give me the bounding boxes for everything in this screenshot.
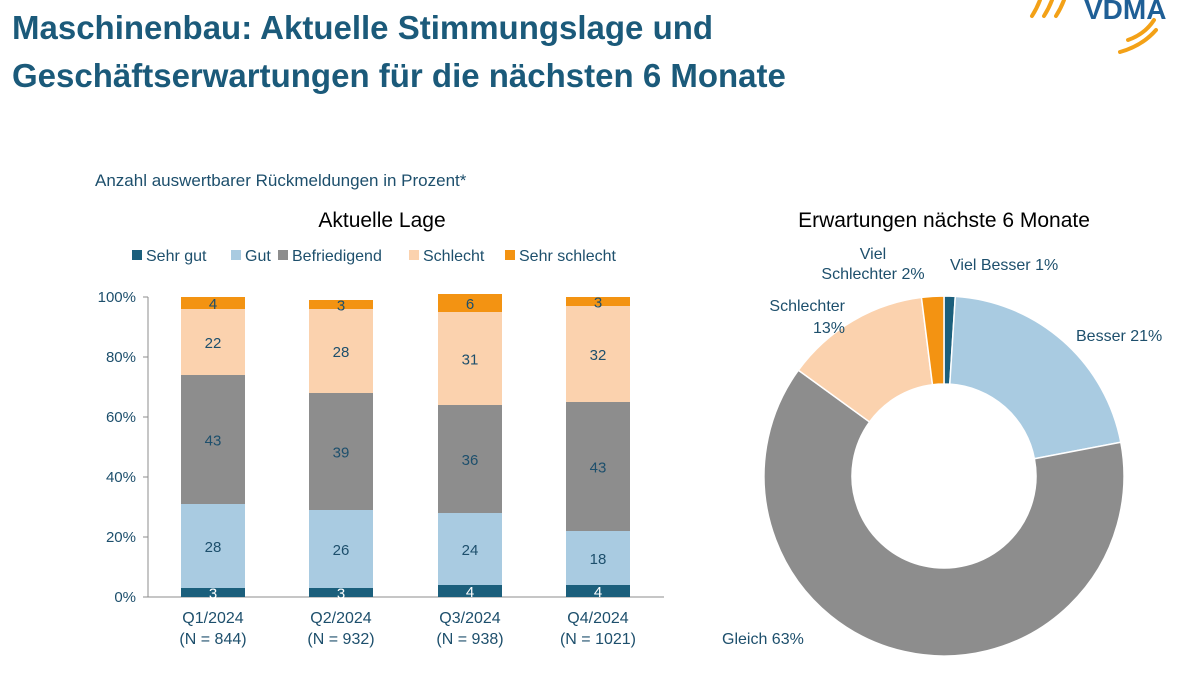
legend-swatch-4 — [409, 250, 419, 260]
legend-swatch-5 — [505, 250, 515, 260]
bar-segment — [566, 531, 630, 585]
data-label: 36 — [462, 452, 479, 469]
bar-segment — [181, 504, 245, 588]
data-label: 6 — [466, 296, 474, 313]
x-tick-sublabel: (N = 1021) — [560, 631, 636, 648]
data-label: 3 — [337, 586, 345, 603]
donut-label: Schlechter — [769, 298, 845, 315]
bar-segment — [181, 309, 245, 375]
x-tick-label: Q1/2024 — [182, 610, 243, 627]
donut-slice — [920, 295, 945, 386]
bar-segment — [309, 300, 373, 309]
legend-label-3: Befriedigend — [292, 248, 382, 265]
bar-segment — [566, 402, 630, 531]
x-tick-sublabel: (N = 844) — [179, 631, 246, 648]
data-label: 3 — [209, 586, 217, 603]
data-label: 28 — [205, 539, 222, 556]
data-label: 22 — [205, 335, 222, 352]
data-label: 32 — [590, 347, 607, 364]
data-label: 4 — [209, 296, 217, 313]
data-label: 24 — [462, 542, 479, 559]
x-tick-sublabel: (N = 932) — [307, 631, 374, 648]
donut-label: Gleich 63% — [722, 631, 804, 648]
bar-segment — [438, 405, 502, 513]
donut-label: Viel — [860, 246, 886, 263]
chart-note: Anzahl auswertbarer Rückmeldungen in Pro… — [95, 171, 467, 190]
donut-chart: Viel Besser 1% Besser 21% Gleich 63% Schlec… — [722, 246, 1162, 657]
x-tick-sublabel: (N = 938) — [436, 631, 503, 648]
bar-segment — [438, 312, 502, 405]
page-title-line-2: Geschäftserwartungen für die nächsten 6 … — [12, 57, 786, 94]
page-title-line-1: Maschinenbau: Aktuelle Stimmungslage und — [12, 9, 714, 46]
bar-segment — [309, 588, 373, 597]
bar-segment — [181, 375, 245, 504]
donut-label: Viel Besser 1% — [950, 257, 1058, 274]
legend-swatch-3 — [278, 250, 288, 260]
legend-label-5: Sehr schlecht — [519, 248, 616, 265]
legend-label-4: Schlecht — [423, 248, 485, 265]
data-label: 4 — [466, 584, 474, 601]
logo-swoosh-icon — [1030, 0, 1158, 54]
donut-label: Schlechter 2% — [821, 266, 924, 283]
donut-slice — [948, 295, 1122, 460]
y-tick-label: 100% — [98, 289, 136, 306]
bar-segment — [566, 306, 630, 402]
donut-slice — [763, 369, 1125, 657]
data-label: 3 — [594, 295, 602, 312]
logo-text: VDMA — [1084, 0, 1166, 25]
page-title: Maschinenbau: Aktuelle Stimmungslage und… — [12, 4, 786, 100]
data-label: 39 — [333, 445, 350, 462]
data-label: 3 — [337, 298, 345, 315]
vdma-logo: VDMA — [1030, 0, 1166, 54]
bar-segment — [309, 393, 373, 510]
data-label: 43 — [590, 460, 607, 477]
bar-segment — [566, 585, 630, 597]
bar-segment — [438, 294, 502, 312]
y-tick-label: 80% — [106, 349, 136, 366]
donut-label: Besser 21% — [1076, 328, 1162, 345]
bar-segment — [181, 588, 245, 597]
bar-segment — [438, 585, 502, 597]
legend-label-1: Sehr gut — [146, 248, 207, 265]
donut-chart-title: Erwartungen nächste 6 Monate — [798, 209, 1090, 232]
bar-segment — [181, 297, 245, 309]
data-label: 4 — [594, 584, 602, 601]
data-label: 26 — [333, 542, 350, 559]
bar-chart-legend: Sehr gut Gut Befriedigend Schlecht Sehr schl… — [132, 248, 616, 265]
legend-label-2: Gut — [245, 248, 271, 265]
y-tick-label: 20% — [106, 529, 136, 546]
donut-label: 13% — [813, 320, 845, 337]
data-label: 43 — [205, 433, 222, 450]
y-tick-label: 40% — [106, 469, 136, 486]
bar-segment — [438, 513, 502, 585]
bar-segment — [309, 309, 373, 393]
data-label: 18 — [590, 551, 607, 568]
data-label: 31 — [462, 352, 479, 369]
x-tick-label: Q2/2024 — [310, 610, 371, 627]
legend-swatch-2 — [231, 250, 241, 260]
y-tick-label: 0% — [114, 589, 136, 606]
y-tick-label: 60% — [106, 409, 136, 426]
x-tick-label: Q3/2024 — [439, 610, 500, 627]
legend-swatch-1 — [132, 250, 142, 260]
data-label: 28 — [333, 344, 350, 361]
bar-segment — [309, 510, 373, 588]
bar-chart-title: Aktuelle Lage — [318, 209, 445, 232]
bar-segment — [566, 297, 630, 306]
x-tick-label: Q4/2024 — [567, 610, 628, 627]
